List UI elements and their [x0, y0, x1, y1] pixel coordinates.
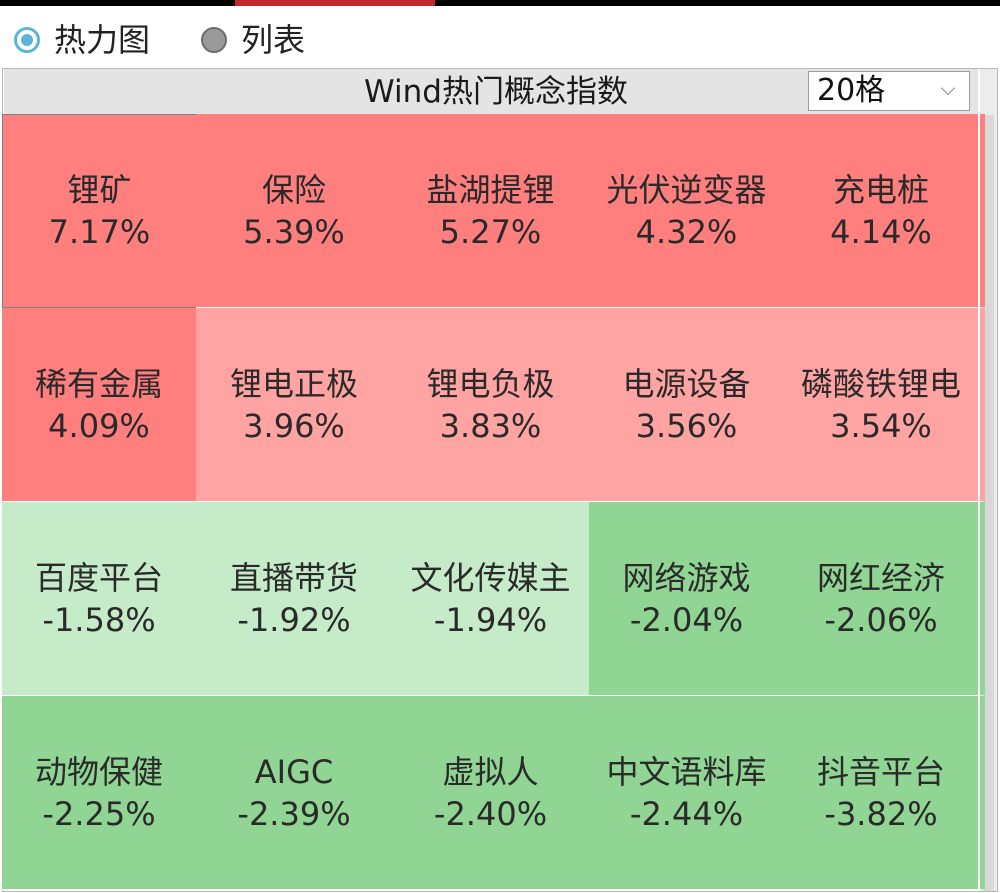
concept-name: 网络游戏 — [622, 558, 751, 597]
list-view-label: 列表 — [241, 21, 306, 59]
concept-name: 盐湖提锂 — [426, 170, 555, 209]
radio-selected-icon — [14, 27, 40, 53]
concept-name: 动物保健 — [34, 752, 163, 791]
concept-name: 保险 — [261, 170, 326, 209]
heatmap-cell[interactable]: 网络游戏 -2.04% — [589, 502, 785, 696]
grid-size-select[interactable]: 20格 — [808, 71, 970, 111]
edge-segment — [980, 308, 985, 501]
concept-name: 虚拟人 — [442, 752, 539, 791]
heatmap-cell[interactable]: 稀有金属 4.09% — [2, 308, 197, 502]
change-percent: -2.44% — [629, 794, 744, 833]
heatmap-cell[interactable]: 动物保健 -2.25% — [2, 696, 197, 890]
list-view-option[interactable]: 列表 — [201, 20, 305, 60]
concept-name: 直播带货 — [229, 558, 358, 597]
change-percent: -1.92% — [237, 600, 351, 639]
concept-name: 电源设备 — [622, 364, 751, 403]
change-percent: -3.82% — [824, 794, 938, 833]
change-percent: 3.54% — [830, 406, 932, 445]
edge-segment — [980, 696, 985, 889]
change-percent: 7.17% — [48, 213, 151, 251]
change-percent: 5.39% — [243, 212, 345, 251]
heatmap-cell[interactable]: 光伏逆变器 4.32% — [589, 114, 785, 308]
change-percent: 5.27% — [439, 212, 542, 251]
edge-segment — [980, 502, 985, 695]
heatmap-cell[interactable]: 充电桩 4.14% — [784, 114, 979, 308]
change-percent: 3.83% — [439, 406, 542, 445]
heatmap-view-option[interactable]: 热力图 — [14, 20, 150, 60]
concept-name: 充电桩 — [832, 170, 929, 209]
scrollbar-track-edge — [980, 114, 985, 890]
change-percent: -2.04% — [629, 600, 744, 639]
change-percent: 3.96% — [243, 406, 345, 445]
concept-name: 网红经济 — [816, 558, 945, 597]
change-percent: 4.14% — [830, 212, 932, 251]
heatmap-cell[interactable]: 百度平台 -1.58% — [2, 502, 197, 696]
heatmap-cell[interactable]: 锂电正极 3.96% — [196, 308, 393, 502]
change-percent: -2.06% — [824, 600, 938, 639]
chevron-down-icon — [940, 80, 956, 96]
concept-name: 光伏逆变器 — [606, 170, 767, 209]
heatmap-cell[interactable]: 盐湖提锂 5.27% — [392, 114, 590, 308]
change-percent: -2.25% — [42, 794, 156, 833]
concept-name: 文化传媒主 — [410, 558, 571, 597]
heatmap-cell[interactable]: 锂电负极 3.83% — [392, 308, 590, 502]
heatmap-cell[interactable]: 保险 5.39% — [196, 114, 393, 308]
heatmap-cell[interactable]: 直播带货 -1.92% — [196, 502, 393, 696]
heatmap-cell[interactable]: 虚拟人 -2.40% — [392, 696, 590, 890]
edge-segment — [980, 114, 985, 307]
concept-name: 稀有金属 — [34, 364, 163, 403]
concept-name: 抖音平台 — [816, 752, 945, 791]
scrollbar-thumb[interactable] — [983, 115, 994, 891]
heatmap-grid: 锂矿 7.17% 保险 5.39% 盐湖提锂 5.27% 光伏逆变器 4.32% 充电桩 4.14… — [2, 114, 979, 890]
concept-name: 锂电负极 — [426, 364, 555, 403]
heatmap-cell[interactable]: 锂矿 7.17% — [2, 114, 197, 308]
heatmap-cell[interactable]: 中文语料库 -2.44% — [589, 696, 785, 890]
concept-name: 中文语料库 — [606, 752, 767, 791]
grid-size-value: 20格 — [817, 73, 886, 108]
concept-name: 百度平台 — [34, 558, 163, 597]
active-tab-indicator — [235, 0, 435, 6]
heatmap-cell[interactable]: 磷酸铁锂电 3.54% — [784, 308, 979, 502]
heatmap-cell[interactable]: AIGC -2.39% — [196, 696, 393, 890]
change-percent: 4.09% — [48, 406, 150, 445]
concept-name: AIGC — [254, 752, 334, 791]
concept-name: 锂电正极 — [229, 364, 358, 403]
heatmap-view-label: 热力图 — [54, 21, 151, 59]
radio-unselected-icon — [201, 27, 227, 53]
window-top-bar — [0, 0, 1000, 6]
view-mode-switch: 热力图 列表 — [0, 6, 1000, 70]
change-percent: 3.56% — [635, 406, 738, 445]
change-percent: -1.58% — [42, 600, 156, 639]
concept-name: 磷酸铁锂电 — [800, 364, 961, 403]
change-percent: -2.39% — [237, 794, 351, 833]
change-percent: 4.32% — [635, 212, 738, 251]
change-percent: -1.94% — [433, 600, 548, 639]
heatmap-cell[interactable]: 文化传媒主 -1.94% — [392, 502, 590, 696]
change-percent: -2.40% — [433, 794, 548, 833]
panel-title: Wind热门概念指数 — [364, 74, 628, 110]
heatmap-cell[interactable]: 电源设备 3.56% — [589, 308, 785, 502]
heatmap-cell[interactable]: 抖音平台 -3.82% — [784, 696, 979, 890]
concept-name: 锂矿 — [67, 171, 132, 209]
panel-header: Wind热门概念指数 20格 — [4, 69, 978, 115]
heatmap-cell[interactable]: 网红经济 -2.06% — [784, 502, 979, 696]
